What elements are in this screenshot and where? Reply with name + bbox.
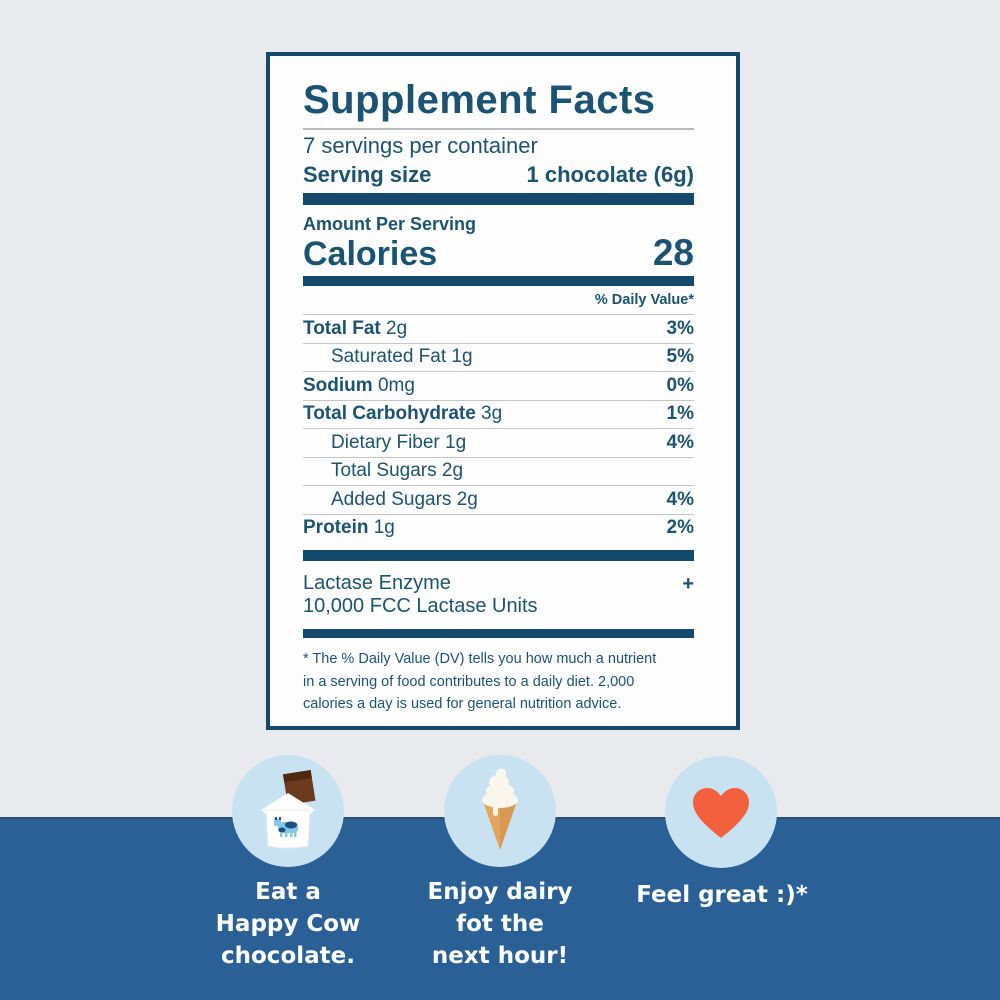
nutrient-row: Sodium 0mg 0% — [303, 372, 694, 401]
nutrient-daily-value: 1% — [666, 403, 694, 425]
nutrient-daily-value: 4% — [666, 488, 694, 510]
nutrient-name-amount: Total Carbohydrate 3g — [303, 403, 503, 425]
nutrient-rows: Total Fat 2g 3% Saturated Fat 1g 5% Sodium 0… — [303, 314, 694, 542]
nutrient-row: Total Sugars 2g — [303, 458, 694, 486]
nutrient-row: Added Sugars 2g 4% — [303, 486, 694, 515]
chocolate-wrapper-icon — [232, 755, 344, 867]
nutrient-daily-value: 2% — [666, 517, 694, 539]
daily-value-header: % Daily Value* — [594, 292, 694, 308]
heart-icon — [665, 756, 777, 868]
enzyme-row: Lactase Enzyme 10,000 FCC Lactase Units … — [303, 572, 694, 618]
nutrient-daily-value: 0% — [666, 374, 694, 396]
thick-divider-bar — [303, 550, 694, 561]
ice-cream-cone-icon — [444, 755, 556, 867]
serving-size-row: Serving size 1 chocolate (6g) — [303, 162, 694, 188]
benefit-caption-dairy: Enjoy dairy fot the next hour! — [427, 879, 573, 969]
cow-illustration — [274, 817, 298, 837]
nutrient-name-amount: Total Fat 2g — [303, 317, 408, 339]
title-divider — [303, 128, 694, 130]
daily-value-footnote: * The % Daily Value (DV) tells you how m… — [303, 651, 657, 712]
nutrient-name-amount: Dietary Fiber 1g — [331, 431, 467, 453]
nutrient-name-amount: Protein 1g — [303, 517, 395, 539]
nutrient-daily-value: 4% — [666, 431, 694, 453]
calories-value: 28 — [652, 232, 694, 273]
thick-divider-bar — [303, 276, 694, 286]
supplement-facts-label: Supplement Facts 7 servings per containe… — [266, 52, 740, 730]
nutrient-name-amount: Added Sugars 2g — [331, 488, 478, 510]
nutrient-row: Total Fat 2g 3% — [303, 315, 694, 344]
nutrient-row: Protein 1g 2% — [303, 515, 694, 543]
servings-per-container: 7 servings per container — [303, 133, 538, 158]
nutrient-daily-value: 3% — [666, 317, 694, 339]
benefit-caption-feel-great: Feel great :)* — [636, 882, 808, 908]
chocolate-wrapper-cow-graphic — [261, 769, 316, 849]
nutrient-row: Saturated Fat 1g 5% — [303, 344, 694, 372]
serving-size-label: Serving size — [303, 162, 432, 187]
enzyme-name: Lactase Enzyme — [303, 572, 451, 594]
amount-per-serving-label: Amount Per Serving — [303, 214, 477, 234]
nutrient-name-amount: Sodium 0mg — [303, 374, 415, 396]
ice-cream-graphic — [482, 768, 518, 850]
label-title: Supplement Facts — [303, 78, 656, 122]
thick-divider-bar — [303, 193, 694, 205]
nutrient-row: Dietary Fiber 1g 4% — [303, 429, 694, 458]
serving-size-value: 1 chocolate (6g) — [526, 162, 694, 187]
nutrient-name-amount: Total Sugars 2g — [331, 460, 464, 482]
heart-graphic — [693, 788, 749, 838]
nutrient-row: Total Carbohydrate 3g 1% — [303, 401, 694, 429]
benefit-caption-chocolate: Eat a Happy Cow chocolate. — [215, 879, 361, 969]
calories-row: Calories 28 — [303, 232, 694, 273]
nutrient-name-amount: Saturated Fat 1g — [331, 346, 473, 368]
calories-label: Calories — [303, 235, 438, 273]
thick-divider-bar — [303, 629, 694, 638]
enzyme-dv-symbol: + — [682, 573, 694, 595]
enzyme-units: 10,000 FCC Lactase Units — [303, 595, 538, 617]
nutrient-daily-value: 5% — [666, 346, 694, 368]
